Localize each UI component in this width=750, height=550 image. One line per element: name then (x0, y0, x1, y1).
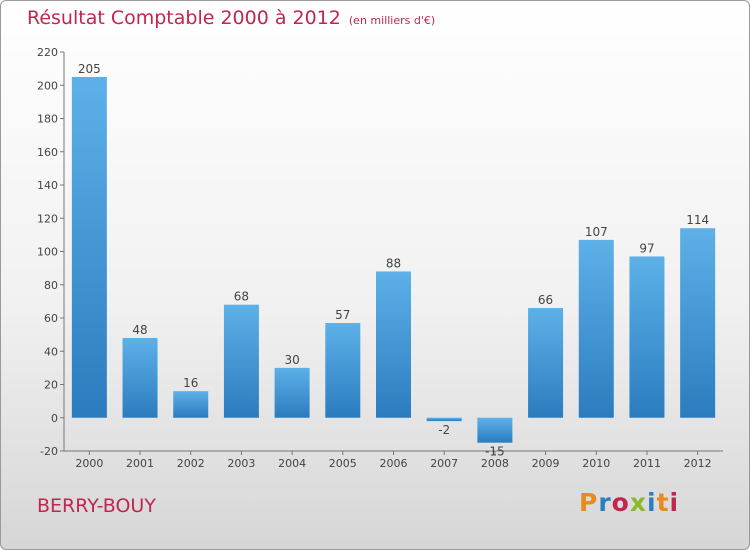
data-label: 114 (686, 213, 709, 227)
chart-title: Résultat Comptable 2000 à 2012 (27, 7, 341, 29)
y-tick-label: 40 (44, 345, 58, 358)
x-tick-label: 2002 (177, 457, 205, 470)
y-tick-label: 20 (44, 379, 58, 392)
y-tick-label: 180 (37, 113, 58, 126)
bar-2006 (376, 271, 411, 418)
bar-2005 (325, 322, 361, 418)
bars (71, 76, 716, 443)
y-tick-label: -20 (40, 445, 58, 458)
data-label: 97 (639, 241, 654, 255)
bar-2011 (629, 256, 665, 418)
data-label: -15 (485, 445, 505, 459)
proxiti-logo: Proxiti (579, 488, 679, 517)
data-label: 107 (585, 225, 608, 239)
data-label: -2 (438, 423, 450, 437)
commune-name: BERRY-BOUY (37, 495, 156, 517)
bar-2010 (578, 239, 614, 418)
y-tick-label: 160 (37, 146, 58, 159)
x-tick-label: 2008 (481, 457, 509, 470)
x-tick-label: 2004 (278, 457, 306, 470)
data-label: 16 (183, 376, 198, 390)
data-label: 66 (538, 293, 553, 307)
y-tick-label: 200 (37, 79, 58, 92)
data-label: 30 (284, 353, 299, 367)
x-tick-label: 2000 (75, 457, 103, 470)
bar-2004 (274, 367, 310, 418)
bar-2001 (122, 337, 158, 418)
x-tick-label: 2009 (532, 457, 560, 470)
x-tick-label: 2003 (227, 457, 255, 470)
y-tick-label: 0 (51, 412, 58, 425)
data-label: 48 (132, 323, 147, 337)
bar-2007 (426, 417, 462, 422)
bar-2012 (680, 228, 716, 418)
x-tick-label: 2001 (126, 457, 154, 470)
logo-letter: r (598, 488, 612, 517)
bar-2003 (223, 304, 259, 418)
y-tick-label: 60 (44, 312, 58, 325)
data-label: 205 (78, 62, 101, 76)
bar-2008 (477, 417, 513, 443)
y-tick-label: 100 (37, 246, 58, 259)
chart-unit-note: (en milliers d'€) (348, 14, 436, 27)
logo-letter: t (656, 488, 670, 517)
bar-2009 (528, 308, 564, 418)
y-tick-label: 220 (37, 46, 58, 59)
bar-2002 (173, 391, 209, 418)
x-tick-label: 2011 (633, 457, 661, 470)
data-label: 57 (335, 308, 350, 322)
logo-letter: P (579, 488, 599, 517)
bar-2000 (71, 76, 107, 418)
data-labels: 205 48 16 68 30 57 88 -2 -15 66 107 97 114 (78, 62, 709, 459)
x-tick-label: 2007 (430, 457, 458, 470)
logo-letter: x (629, 488, 647, 517)
logo-letter: i (647, 488, 657, 517)
logo-letter: i (669, 488, 680, 517)
x-tick-label: 2005 (329, 457, 357, 470)
chart-title-block: Résultat Comptable 2000 à 2012 (en millie… (27, 7, 435, 29)
logo-letter: o (611, 488, 630, 517)
data-label: 68 (234, 290, 249, 304)
y-tick-label: 80 (44, 279, 58, 292)
y-tick-label: 140 (37, 179, 58, 192)
x-tick-label: 2010 (582, 457, 610, 470)
x-tick-label: 2006 (380, 457, 408, 470)
data-label: 88 (386, 256, 401, 270)
axes: -20 0 20 40 60 80 100 120 140 160 180 200 220 2000 200… (37, 46, 723, 470)
x-tick-label: 2012 (684, 457, 712, 470)
y-tick-label: 120 (37, 212, 58, 225)
